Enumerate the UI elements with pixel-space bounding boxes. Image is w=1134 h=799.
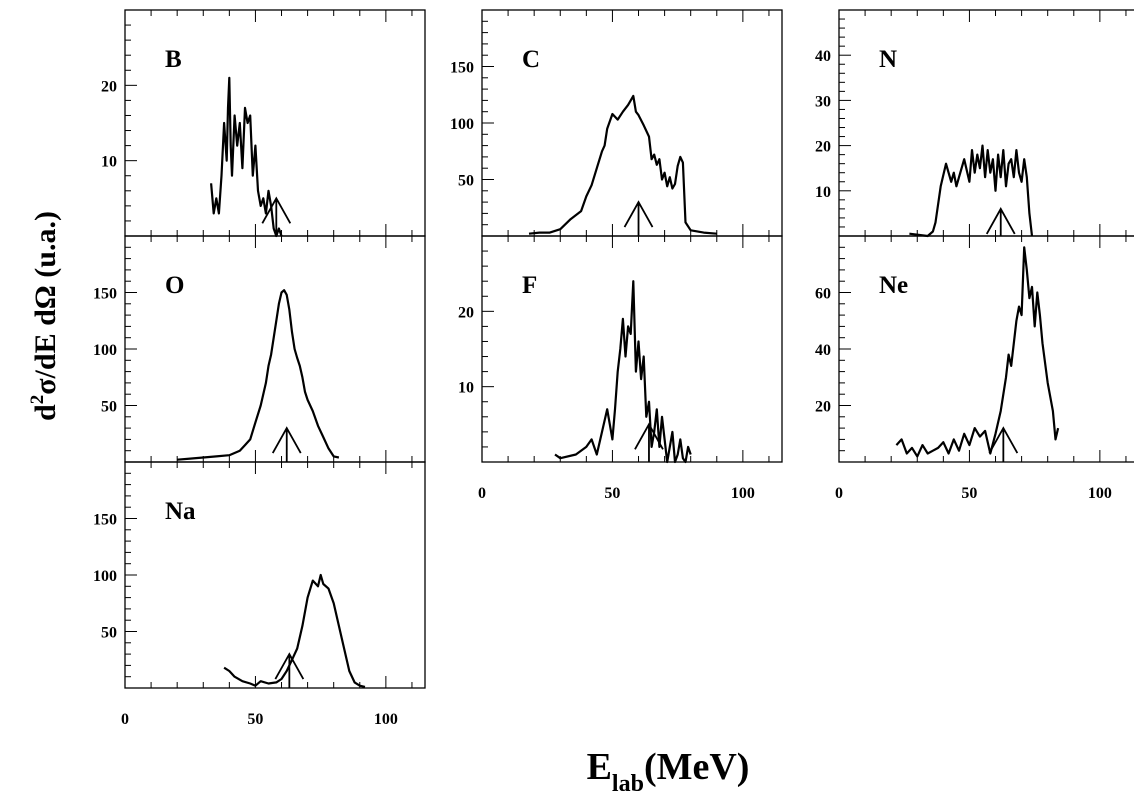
x-axis-title-sub: lab <box>612 771 644 797</box>
y-tick-label: 150 <box>450 60 474 77</box>
y-tick-label: 20 <box>101 78 117 95</box>
panel-label: Na <box>165 498 196 525</box>
y-tick-label: 10 <box>101 154 117 171</box>
panel-frame <box>124 461 426 689</box>
y-tick-label: 150 <box>93 512 117 529</box>
series-line <box>895 246 1060 458</box>
y-tick-label: 50 <box>101 625 117 642</box>
energy-arrow <box>261 196 292 236</box>
panel-o: 50 100 150 O <box>93 235 426 463</box>
y-tick-label: 20 <box>815 399 831 416</box>
x-tick-label: 0 <box>478 485 486 502</box>
x-tick-label: 100 <box>374 711 398 728</box>
y-axis-title: d2σ/dE dΩ (u.a.) <box>27 211 62 421</box>
y-tick-label: 30 <box>815 93 831 110</box>
y-tick-label: 20 <box>458 304 474 321</box>
energy-arrow <box>985 207 1016 236</box>
series-line <box>177 289 340 461</box>
y-tick-label: 10 <box>815 184 831 201</box>
y-axis-title-rest: σ/dE dΩ (u.a.) <box>29 211 62 395</box>
y-tick-label: 50 <box>101 399 117 416</box>
series-line <box>909 144 1034 238</box>
y-tick-label: 50 <box>458 173 474 190</box>
panel-n: 10 20 30 40 N <box>815 9 1134 238</box>
y-tick-label: 20 <box>815 139 831 156</box>
panel-label: B <box>165 46 182 73</box>
series-line <box>210 76 283 238</box>
energy-arrow <box>634 422 664 462</box>
panel-frame <box>838 9 1134 237</box>
series-line <box>554 280 692 464</box>
panel-frame <box>838 235 1134 463</box>
x-tick-label: 50 <box>961 485 977 502</box>
energy-arrow <box>988 426 1019 462</box>
y-tick-label: 100 <box>450 116 474 133</box>
y-tick-label: 60 <box>815 286 831 303</box>
x-axis-title: Elab(MeV) <box>587 746 750 797</box>
y-tick-label: 10 <box>458 380 474 397</box>
panel-label: N <box>879 46 897 73</box>
y-axis-title-d: d <box>29 404 62 421</box>
y-tick-label: 100 <box>93 342 117 359</box>
panel-b: 10 20 B <box>101 9 426 238</box>
panel-frame <box>124 235 426 463</box>
series-line <box>528 94 717 235</box>
panel-label: O <box>165 272 184 299</box>
panel-label: C <box>522 46 540 73</box>
y-tick-label: 100 <box>93 568 117 585</box>
energy-arrow <box>274 652 305 688</box>
x-tick-label: 100 <box>731 485 755 502</box>
panel-label: Ne <box>879 272 908 299</box>
x-tick-label: 100 <box>1088 485 1112 502</box>
panel-c: 50 100 150 C <box>450 9 783 237</box>
y-tick-label: 40 <box>815 48 831 65</box>
energy-arrow <box>623 200 654 236</box>
panel-ne: 20 40 60 0 50 100 Ne <box>815 235 1134 502</box>
panel-label: F <box>522 272 537 299</box>
panel-frame <box>481 9 783 237</box>
y-axis-title-sup: 2 <box>27 395 48 405</box>
panel-frame <box>481 235 783 463</box>
panel-f: 10 20 0 50 100 F <box>458 235 783 502</box>
x-tick-label: 50 <box>247 711 263 728</box>
series-line <box>223 573 366 688</box>
y-tick-label: 40 <box>815 342 831 359</box>
y-tick-label: 150 <box>93 286 117 303</box>
x-axis-title-main: E <box>587 746 612 788</box>
x-tick-label: 0 <box>835 485 843 502</box>
x-axis-title-unit: (MeV) <box>644 746 749 788</box>
energy-arrow <box>271 426 302 462</box>
panel-na: 50 100 150 0 50 100 Na <box>93 461 426 728</box>
x-tick-label: 50 <box>604 485 620 502</box>
x-tick-label: 0 <box>121 711 129 728</box>
